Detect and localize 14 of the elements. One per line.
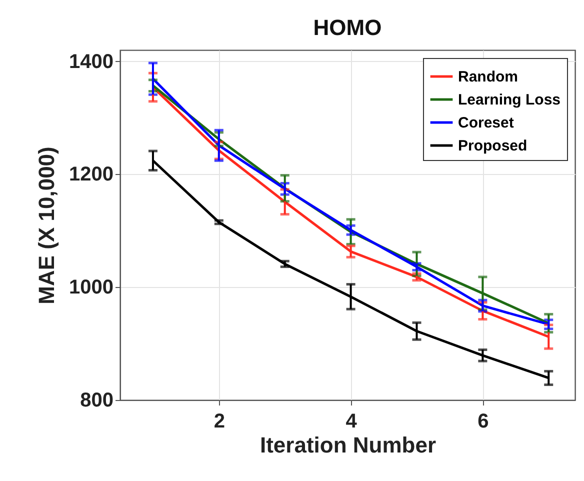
y-tick-label: 1200 <box>69 164 114 186</box>
y-axis-title: MAE (X 10,000) <box>34 146 60 304</box>
x-tick-label: 6 <box>478 410 489 432</box>
legend-label: Proposed <box>458 138 528 154</box>
y-tick-label: 1000 <box>69 276 114 299</box>
y-tick-label: 1400 <box>69 50 114 73</box>
legend-label: Coreset <box>458 114 514 132</box>
legend-label: Random <box>458 68 518 86</box>
chart-title: HOMO <box>313 15 382 40</box>
x-tick-label: 2 <box>214 410 225 432</box>
x-tick-label: 4 <box>346 410 358 432</box>
x-axis-title: Iteration Number <box>260 432 436 458</box>
legend-label: Learning Loss <box>458 92 561 108</box>
y-tick-label: 800 <box>80 390 114 412</box>
